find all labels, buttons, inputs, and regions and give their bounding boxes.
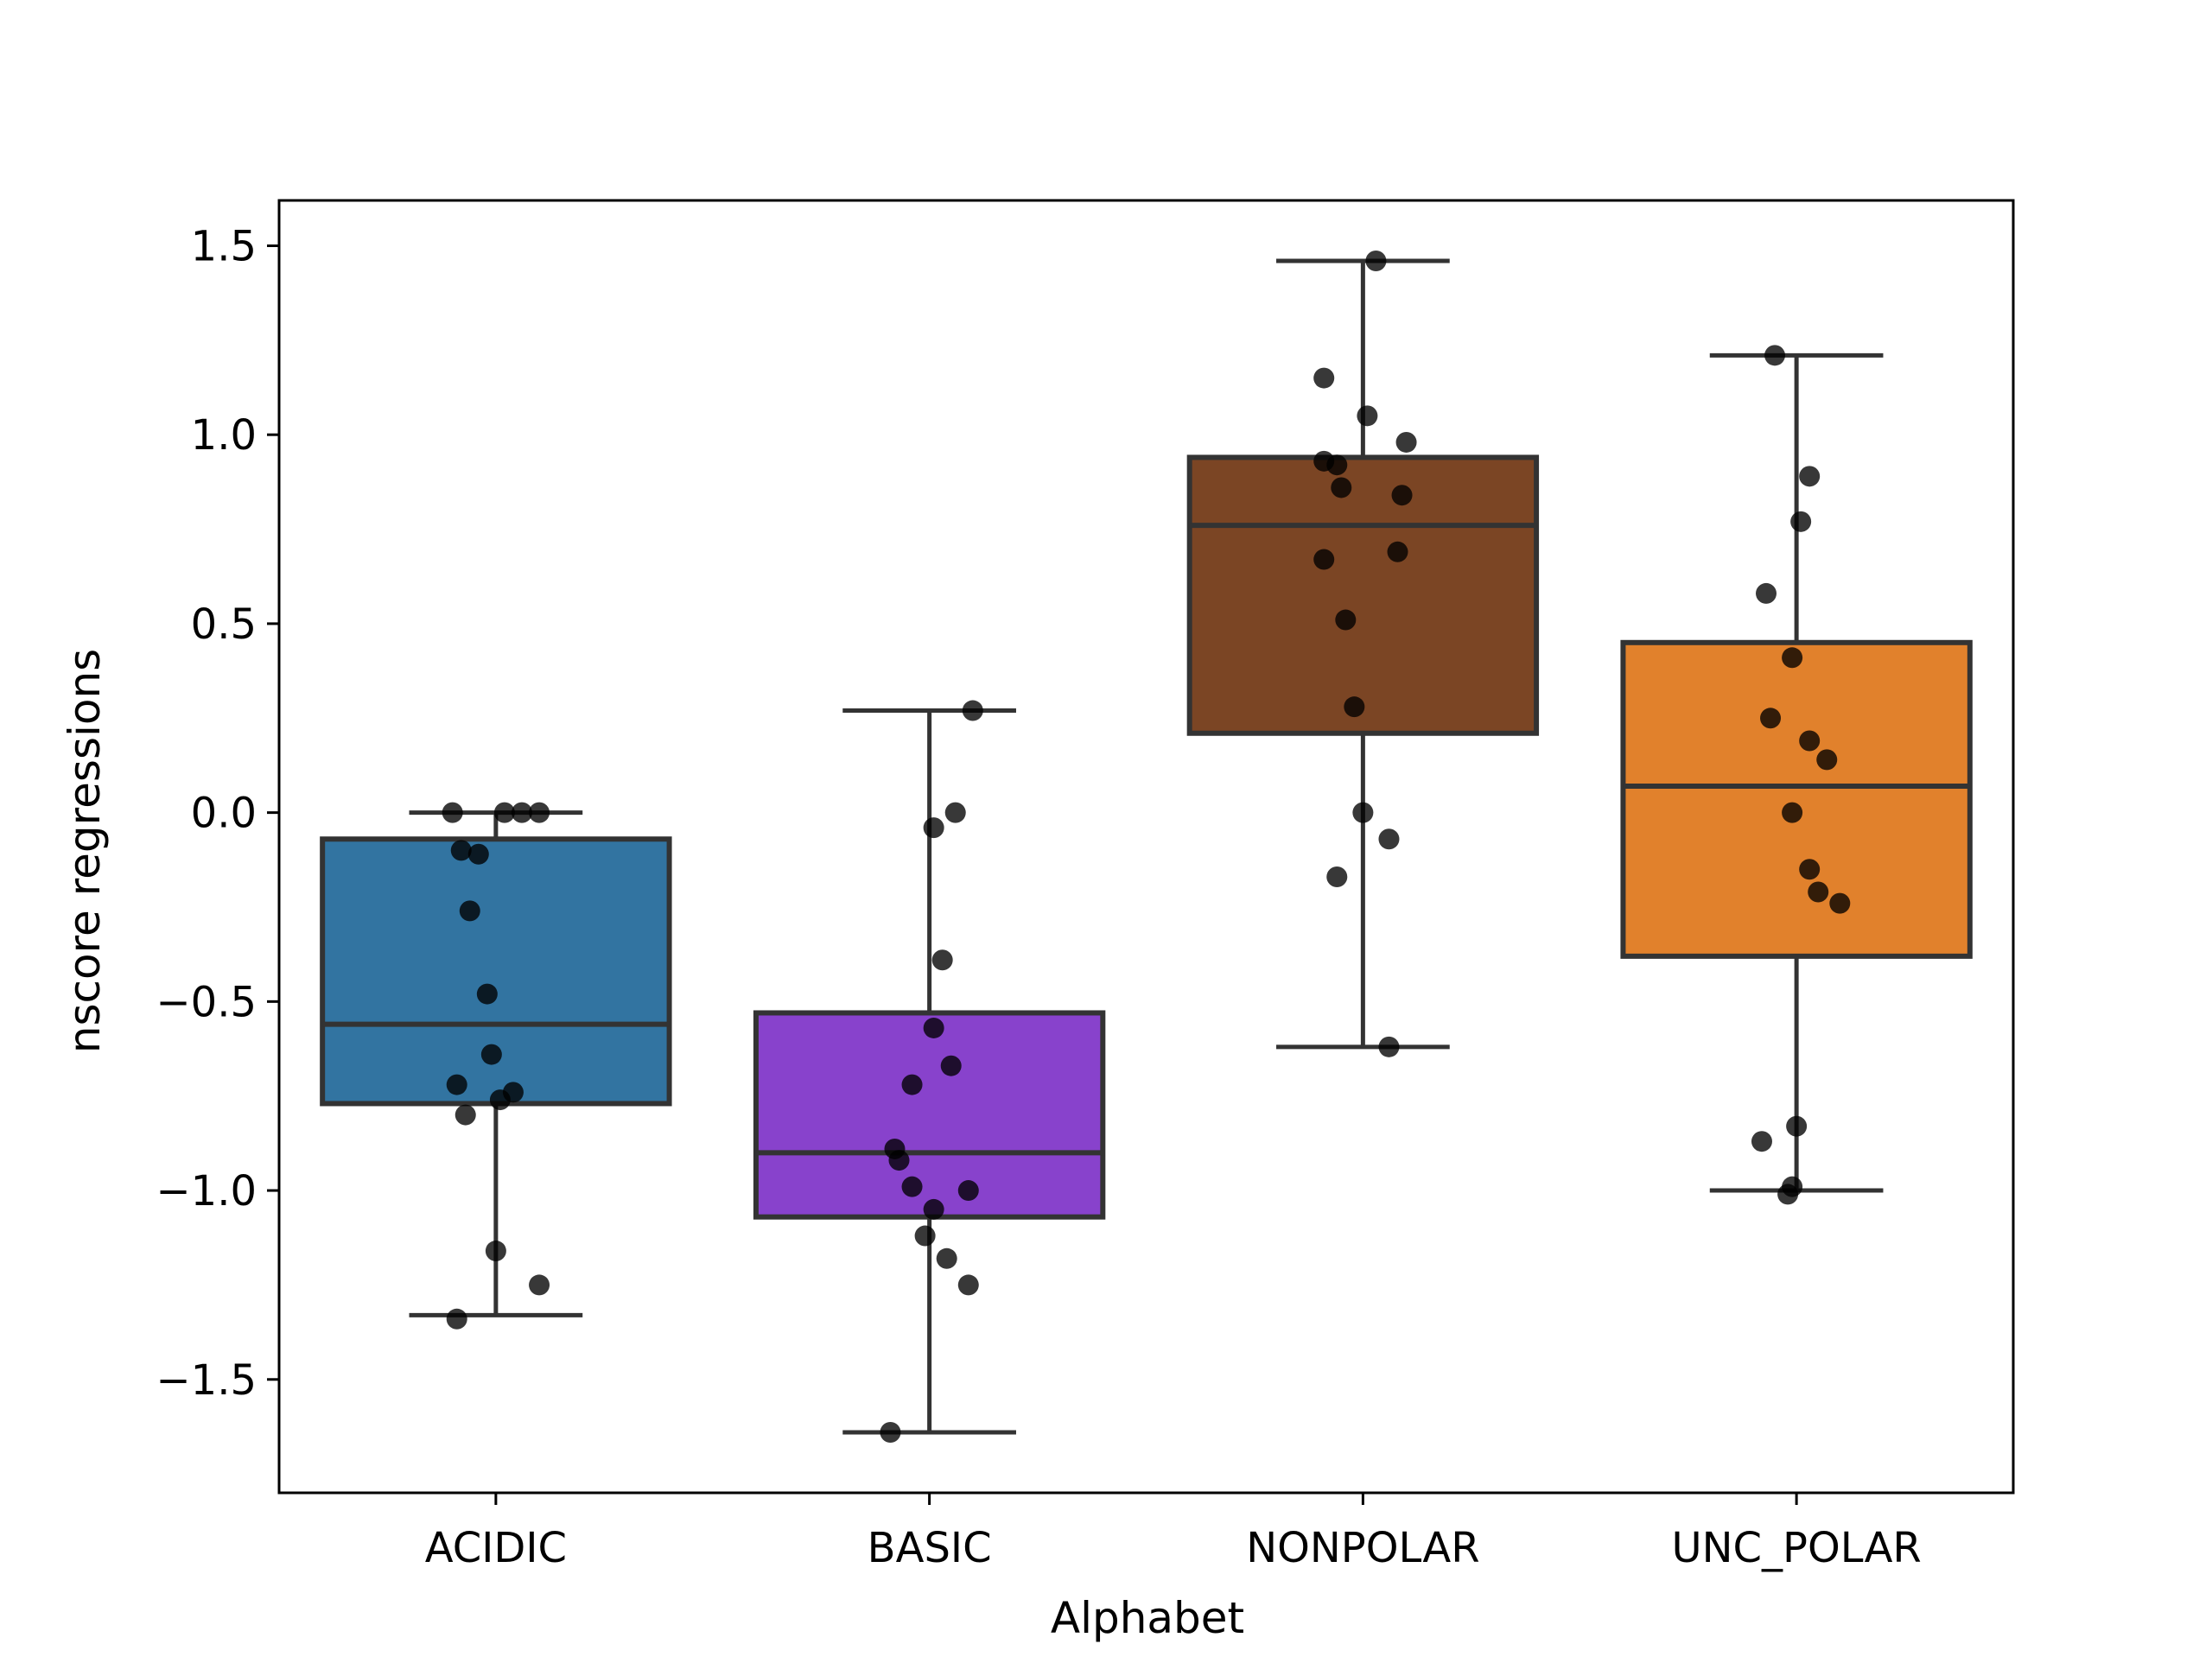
data-point xyxy=(1799,466,1821,487)
data-point xyxy=(944,802,966,823)
data-point xyxy=(1313,549,1335,570)
data-point xyxy=(446,1074,467,1095)
data-point xyxy=(923,817,944,839)
data-point xyxy=(1391,485,1413,506)
box-group-unc_polar xyxy=(1620,345,1973,1205)
data-point xyxy=(480,1044,502,1065)
data-point xyxy=(1777,1184,1799,1205)
data-point xyxy=(1387,541,1408,562)
data-point xyxy=(888,1150,910,1171)
x-tick-label: UNC_POLAR xyxy=(1671,1524,1921,1572)
data-point xyxy=(467,843,489,865)
data-point xyxy=(1786,1115,1808,1137)
x-tick-label: BASIC xyxy=(868,1524,992,1572)
data-point xyxy=(529,802,550,823)
data-point xyxy=(923,1017,944,1038)
data-point xyxy=(1395,431,1417,453)
data-point xyxy=(1331,477,1352,498)
y-tick-label: 0.0 xyxy=(191,790,257,838)
plot-frame xyxy=(277,199,2015,1495)
data-point xyxy=(1799,730,1821,752)
data-point xyxy=(1344,696,1365,718)
box-iqr xyxy=(1620,639,1973,959)
data-point xyxy=(1782,802,1803,823)
data-point xyxy=(1756,582,1777,604)
x-tick-label: NONPOLAR xyxy=(1246,1524,1479,1572)
data-point xyxy=(493,802,515,823)
data-point xyxy=(931,949,953,971)
data-point xyxy=(1829,892,1851,914)
data-point xyxy=(1816,749,1838,771)
data-point xyxy=(914,1225,936,1247)
box-iqr xyxy=(1186,454,1540,736)
y-tick-label: 1.5 xyxy=(191,222,257,270)
y-tick-label: 1.0 xyxy=(191,411,257,460)
y-tick-label: −0.5 xyxy=(156,978,257,1026)
box-group-nonpolar xyxy=(1186,250,1540,1057)
data-point xyxy=(1760,708,1782,729)
data-point xyxy=(1782,647,1803,669)
data-point xyxy=(957,1274,979,1296)
data-point xyxy=(1378,828,1400,850)
y-axis-label: nscore regressions xyxy=(60,649,110,1053)
y-tick-label: −1.0 xyxy=(156,1167,257,1216)
y-tick-label: 0.5 xyxy=(191,600,257,649)
data-point xyxy=(1799,859,1821,880)
data-point xyxy=(1764,345,1786,366)
data-point xyxy=(923,1198,944,1220)
data-point xyxy=(1335,609,1357,631)
box-iqr xyxy=(753,1010,1106,1220)
data-point xyxy=(485,1241,506,1262)
data-point xyxy=(489,1089,511,1111)
data-point xyxy=(1352,802,1374,823)
data-point xyxy=(962,700,983,721)
y-tick-label: −1.5 xyxy=(156,1356,257,1405)
box-group-basic xyxy=(753,700,1106,1444)
data-point xyxy=(476,983,498,1005)
data-point xyxy=(1790,511,1812,532)
data-point xyxy=(1326,454,1348,476)
box-iqr xyxy=(320,836,672,1107)
data-point xyxy=(957,1180,979,1202)
data-point xyxy=(442,802,463,823)
data-point xyxy=(880,1422,901,1444)
box-group-acidic xyxy=(320,802,672,1330)
data-point xyxy=(1313,367,1335,389)
data-point xyxy=(1751,1131,1772,1152)
data-point xyxy=(454,1104,476,1126)
data-point xyxy=(450,840,472,861)
x-axis-label: Alphabet xyxy=(1051,1593,1244,1643)
data-point xyxy=(459,900,480,922)
data-point xyxy=(936,1247,957,1269)
data-point xyxy=(1326,866,1348,887)
data-point xyxy=(901,1074,923,1095)
data-point xyxy=(1378,1036,1400,1057)
data-point xyxy=(446,1308,467,1330)
data-point xyxy=(940,1055,962,1076)
data-point xyxy=(1365,250,1387,271)
data-point xyxy=(1808,881,1829,903)
x-tick-label: ACIDIC xyxy=(425,1524,567,1572)
data-point xyxy=(901,1176,923,1197)
data-point xyxy=(1357,405,1378,427)
data-point xyxy=(511,802,532,823)
data-point xyxy=(529,1274,550,1296)
